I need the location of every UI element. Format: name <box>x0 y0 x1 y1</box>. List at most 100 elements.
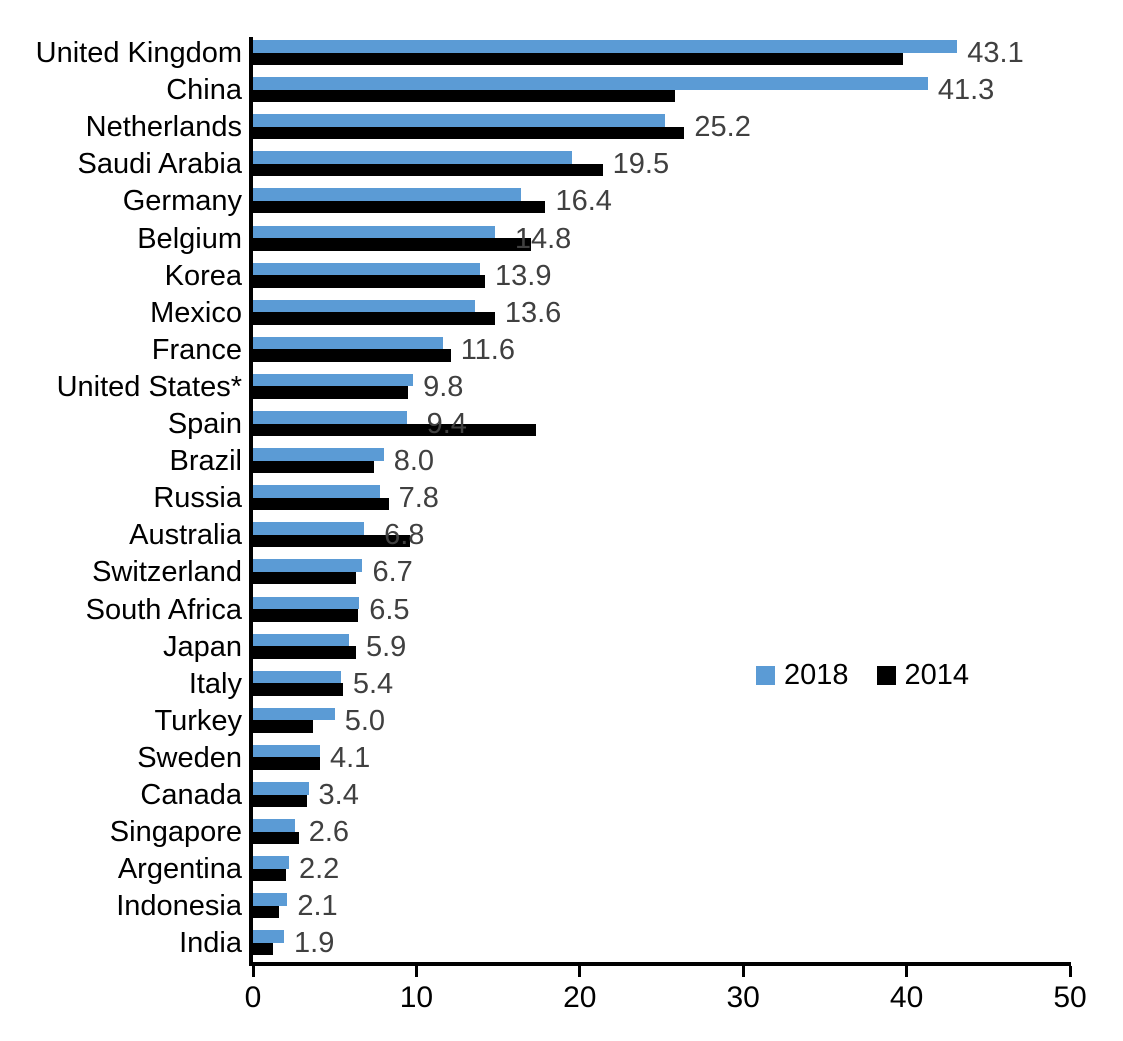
bar-2014 <box>253 89 675 103</box>
category-label: Australia <box>129 519 242 552</box>
bar-2018 <box>253 819 296 832</box>
bar-2014 <box>253 460 374 474</box>
bar-2014 <box>253 794 307 807</box>
x-tick <box>1068 966 1072 977</box>
x-tick <box>251 966 255 977</box>
data-label: 19.5 <box>612 148 670 181</box>
bar-2018 <box>253 744 320 758</box>
bar-2014 <box>253 757 320 770</box>
category-label: Spain <box>167 408 242 440</box>
data-label: 2.2 <box>298 853 340 886</box>
bar-2014 <box>253 609 358 622</box>
category-label: Singapore <box>109 816 242 849</box>
bar-2018 <box>253 559 363 572</box>
category-label: Netherlands <box>85 111 242 144</box>
bar-2018 <box>253 151 572 164</box>
category-label: United Kingdom <box>35 37 242 69</box>
bar-2014 <box>253 497 389 511</box>
bar-2014 <box>253 126 685 140</box>
x-axis-line <box>249 962 1071 966</box>
bar-2018 <box>253 893 288 906</box>
x-tick <box>905 966 909 977</box>
bar-2014 <box>253 868 286 882</box>
legend-swatch-2014 <box>876 665 896 685</box>
data-label: 14.8 <box>514 222 572 255</box>
x-tick-label: 20 <box>563 981 597 1014</box>
data-label: 3.4 <box>318 779 359 811</box>
bar-2014 <box>253 534 410 548</box>
category-label: Switzerland <box>92 556 242 589</box>
bar-2018 <box>253 114 665 127</box>
bar-2014 <box>253 720 314 733</box>
bar-2018 <box>253 188 521 201</box>
bar-2014 <box>253 571 356 585</box>
category-label: United States* <box>56 370 242 403</box>
x-tick-label: 0 <box>244 981 262 1014</box>
bar-2014 <box>253 312 495 325</box>
x-tick <box>741 966 745 977</box>
bar-2018 <box>253 262 481 276</box>
category-label: Turkey <box>154 704 242 737</box>
bar-2018 <box>253 707 335 721</box>
data-label: 41.3 <box>937 74 995 107</box>
bar-2014 <box>253 386 409 399</box>
bar-2014 <box>253 238 531 251</box>
bar-2018 <box>253 522 365 535</box>
data-label: 1.9 <box>294 927 335 960</box>
data-label: 2.1 <box>297 890 338 923</box>
data-label: 13.9 <box>495 259 552 292</box>
bar-2018 <box>253 670 342 684</box>
bar-2018 <box>253 856 289 869</box>
data-label: 9.8 <box>423 370 464 403</box>
bar-2014 <box>253 423 536 436</box>
bar-2018 <box>253 299 476 313</box>
bar-2018 <box>253 225 495 238</box>
data-label: 5.9 <box>365 630 407 663</box>
bar-2014 <box>253 942 273 956</box>
category-label: South Africa <box>85 593 242 626</box>
bar-2014 <box>253 905 280 919</box>
category-label: Italy <box>188 667 242 700</box>
category-label: India <box>179 927 242 960</box>
x-tick <box>578 966 582 977</box>
x-tick <box>414 966 418 977</box>
x-tick-label: 40 <box>889 981 924 1014</box>
bar-2018 <box>253 485 381 498</box>
bar-2014 <box>253 349 451 362</box>
category-label: China <box>166 74 242 107</box>
data-label: 5.4 <box>352 667 394 700</box>
data-label: 6.8 <box>384 519 425 552</box>
legend-label-2014: 2014 <box>904 659 970 691</box>
category-label: France <box>151 333 242 366</box>
category-label: Belgium <box>137 222 242 255</box>
bar-2018 <box>253 633 350 647</box>
data-label: 5.0 <box>344 704 386 737</box>
category-label: Japan <box>162 630 242 663</box>
data-label: 11.6 <box>460 333 515 366</box>
bar-2014 <box>253 683 343 696</box>
bar-2018 <box>253 930 285 943</box>
data-label: 6.7 <box>372 556 413 589</box>
bar-2014 <box>253 275 486 288</box>
data-label: 2.6 <box>308 816 350 849</box>
category-label: Russia <box>153 482 242 515</box>
x-tick-label: 10 <box>399 981 434 1014</box>
bar-2018 <box>253 77 928 90</box>
category-label: Argentina <box>117 853 242 886</box>
bar-2014 <box>253 831 299 845</box>
bar-2018 <box>253 336 443 350</box>
data-label: 7.8 <box>398 482 439 515</box>
bar-2014 <box>253 646 356 659</box>
data-label: 13.6 <box>504 296 562 329</box>
bar-2018 <box>253 411 407 424</box>
x-tick-label: 50 <box>1053 981 1087 1014</box>
bar-2014 <box>253 52 904 65</box>
legend: 2018 2014 <box>756 660 969 690</box>
y-axis-line <box>249 37 253 966</box>
bar-2018 <box>253 782 309 795</box>
data-label: 6.5 <box>369 593 410 626</box>
category-label: Brazil <box>169 445 242 478</box>
bar-2018 <box>253 40 958 53</box>
legend-label-2018: 2018 <box>784 659 849 691</box>
